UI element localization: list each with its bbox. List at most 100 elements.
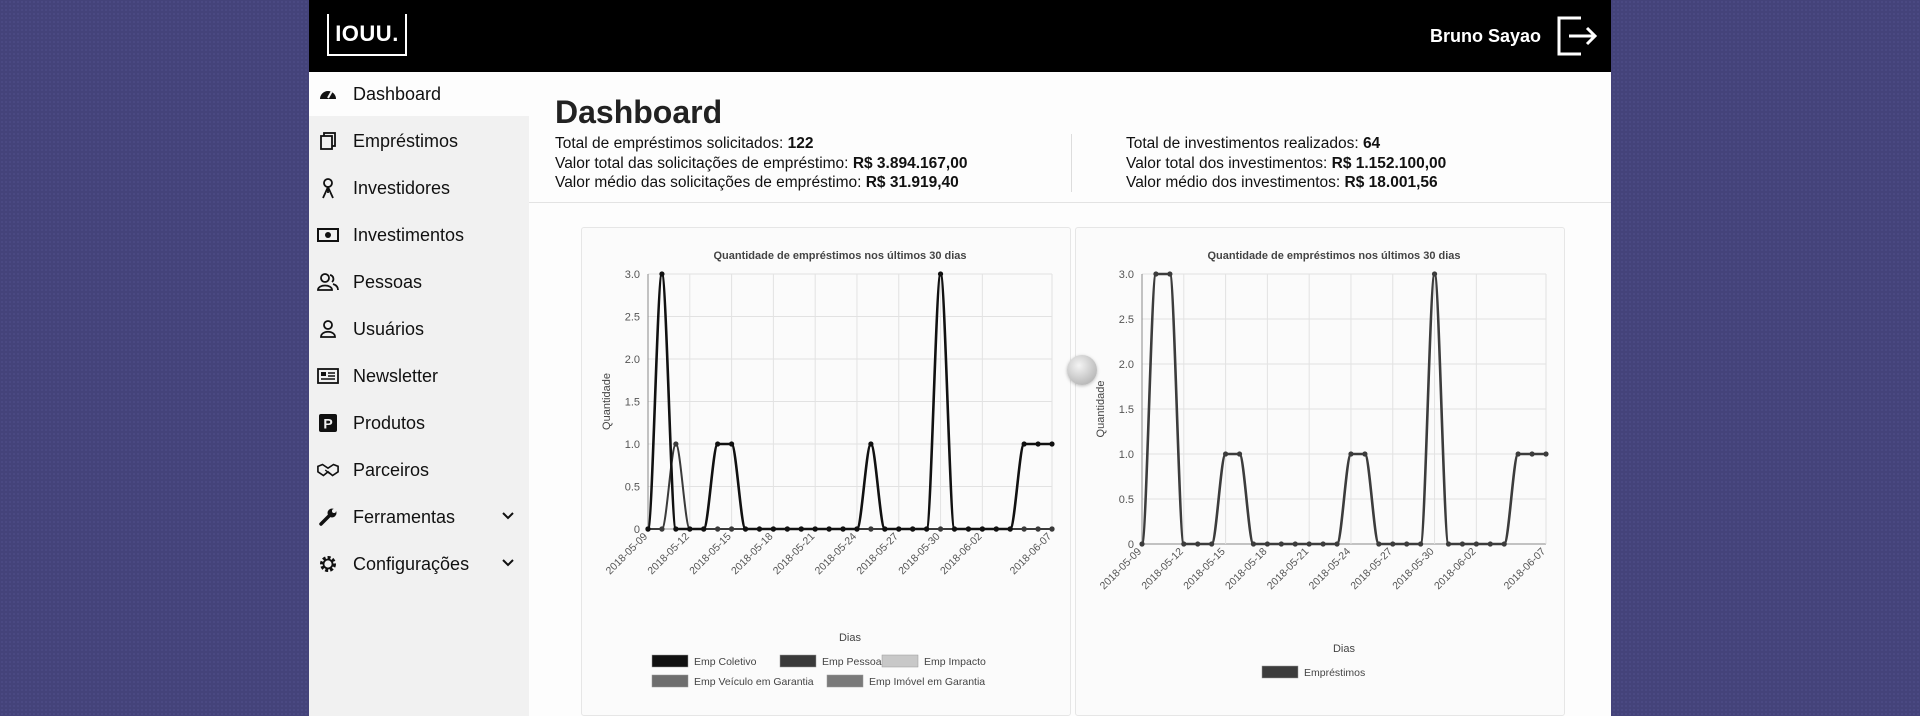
legend-swatch bbox=[779, 654, 817, 668]
data-point bbox=[896, 526, 902, 532]
data-point bbox=[645, 526, 651, 532]
investment-avg-row: Valor médio dos investimentos: R$ 18.001… bbox=[1126, 173, 1446, 193]
sidebar-item-label: Investimentos bbox=[353, 224, 465, 245]
data-point bbox=[1473, 541, 1479, 547]
app-window: IOUU. Bruno Sayao Dashboard Empréstimos … bbox=[309, 0, 1611, 716]
data-point bbox=[1459, 541, 1466, 547]
loans-by-type-chart-panel: Quantidade de empréstimos nos últimos 30… bbox=[581, 227, 1071, 716]
sidebar-item-label: Ferramentas bbox=[353, 506, 456, 527]
sidebar-item-newsletter[interactable]: Newsletter bbox=[309, 354, 529, 398]
data-point bbox=[1515, 451, 1521, 457]
loan-sum-label: Valor total das solicitações de emprésti… bbox=[555, 154, 849, 172]
x-tick-label: 2018-05-15 bbox=[1181, 546, 1228, 593]
loans-by-type-chart: Quantidade de empréstimos nos últimos 30… bbox=[601, 250, 1055, 688]
sidebar-item-label: Parceiros bbox=[353, 459, 430, 480]
loan-stats: Total de empréstimos solicitados: 122 Va… bbox=[555, 134, 967, 193]
page-title: Dashboard bbox=[555, 94, 723, 130]
data-point bbox=[1181, 541, 1187, 547]
data-point bbox=[1167, 271, 1173, 277]
data-point bbox=[993, 526, 999, 532]
sidebar-item-investimentos[interactable]: Investimentos bbox=[309, 213, 529, 257]
y-tick-label: 2.0 bbox=[625, 354, 640, 366]
newspaper-icon bbox=[317, 365, 339, 387]
y-tick-label: 1.0 bbox=[1119, 449, 1134, 461]
x-tick-label: 2018-05-24 bbox=[1307, 546, 1354, 593]
y-axis-label: Quantidade bbox=[601, 373, 613, 430]
data-point bbox=[1501, 541, 1507, 547]
data-point bbox=[924, 526, 930, 532]
loan-avg-label: Valor médio das solicitações de emprésti… bbox=[555, 174, 862, 191]
data-point bbox=[826, 526, 832, 532]
people-icon bbox=[317, 271, 339, 293]
main-content: Dashboard Total de empréstimos solicitad… bbox=[529, 72, 1611, 716]
data-point bbox=[1320, 541, 1326, 547]
sidebar-item-usuarios[interactable]: Usuários bbox=[309, 307, 529, 351]
data-point bbox=[1021, 441, 1027, 447]
data-point bbox=[1390, 541, 1396, 547]
data-point bbox=[1404, 541, 1410, 547]
sidebar-item-produtos[interactable]: P Produtos bbox=[309, 401, 529, 445]
data-point bbox=[882, 526, 888, 532]
data-point bbox=[1306, 541, 1312, 547]
sidebar-item-configuracoes[interactable]: Configurações bbox=[309, 542, 529, 586]
legend-swatch bbox=[1261, 665, 1299, 679]
data-point bbox=[1487, 541, 1493, 547]
sidebar-item-emprestimos[interactable]: Empréstimos bbox=[309, 119, 529, 163]
x-tick-label: 2018-05-18 bbox=[729, 531, 776, 578]
sidebar-item-parceiros[interactable]: Parceiros bbox=[309, 448, 529, 492]
investment-total-value: 64 bbox=[1362, 135, 1381, 152]
data-point bbox=[937, 526, 944, 532]
data-point bbox=[728, 526, 735, 532]
documents-icon bbox=[317, 130, 339, 152]
data-point bbox=[937, 271, 944, 277]
data-point bbox=[673, 441, 679, 447]
sidebar-item-dashboard[interactable]: Dashboard bbox=[309, 72, 529, 116]
x-tick-label: 2018-05-18 bbox=[1223, 546, 1270, 593]
y-tick-label: 2.0 bbox=[1119, 359, 1134, 371]
legend-label: Emp Coletivo bbox=[694, 656, 757, 668]
logo[interactable]: IOUU. bbox=[327, 14, 407, 56]
data-point bbox=[868, 526, 874, 532]
handshake-icon bbox=[317, 459, 339, 481]
chart-title: Quantidade de empréstimos nos últimos 30… bbox=[1207, 250, 1460, 262]
x-tick-label: 2018-05-21 bbox=[771, 531, 818, 578]
data-point bbox=[1264, 541, 1270, 547]
data-point bbox=[673, 526, 679, 532]
chevron-down-icon[interactable] bbox=[501, 556, 515, 570]
sidebar-item-investidores[interactable]: Investidores bbox=[309, 166, 529, 210]
data-point bbox=[1049, 526, 1055, 532]
top-bar: IOUU. Bruno Sayao bbox=[309, 0, 1611, 72]
y-tick-label: 3.0 bbox=[625, 269, 640, 281]
stats-divider bbox=[1071, 134, 1072, 192]
logout-icon[interactable] bbox=[1555, 14, 1599, 58]
loan-total-value: 122 bbox=[787, 135, 814, 152]
user-name[interactable]: Bruno Sayao bbox=[1429, 26, 1541, 46]
y-tick-label: 0 bbox=[1128, 539, 1134, 551]
data-point bbox=[854, 526, 860, 532]
chevron-down-icon[interactable] bbox=[501, 509, 515, 523]
data-point bbox=[715, 441, 721, 447]
investment-sum-label: Valor total dos investimentos: bbox=[1126, 154, 1328, 172]
loan-avg-value: R$ 31.919,40 bbox=[865, 174, 959, 191]
y-tick-label: 0.5 bbox=[625, 482, 640, 494]
sidebar-item-pessoas[interactable]: Pessoas bbox=[309, 260, 529, 304]
investment-avg-label: Valor médio dos investimentos: bbox=[1126, 174, 1341, 191]
wrench-icon bbox=[317, 506, 339, 528]
data-point bbox=[1362, 451, 1368, 457]
loan-total-label: Total de empréstimos solicitados: bbox=[555, 135, 784, 152]
data-point bbox=[1278, 541, 1284, 547]
data-point bbox=[1209, 541, 1215, 547]
loans-total-chart: Quantidade de empréstimos nos últimos 30… bbox=[1095, 250, 1549, 679]
legend-label: Empréstimos bbox=[1304, 667, 1365, 679]
y-tick-label: 1.5 bbox=[625, 397, 640, 409]
legend-swatch bbox=[651, 674, 689, 688]
chart-title: Quantidade de empréstimos nos últimos 30… bbox=[713, 250, 966, 262]
data-point bbox=[1153, 271, 1159, 277]
sidebar-item-label: Usuários bbox=[353, 318, 425, 339]
data-point bbox=[1222, 451, 1229, 457]
data-point bbox=[1529, 451, 1535, 457]
sidebar-item-ferramentas[interactable]: Ferramentas bbox=[309, 495, 529, 539]
investment-avg-value: R$ 18.001,56 bbox=[1344, 174, 1438, 191]
legend-swatch bbox=[826, 674, 864, 688]
y-tick-label: 2.5 bbox=[625, 312, 640, 324]
